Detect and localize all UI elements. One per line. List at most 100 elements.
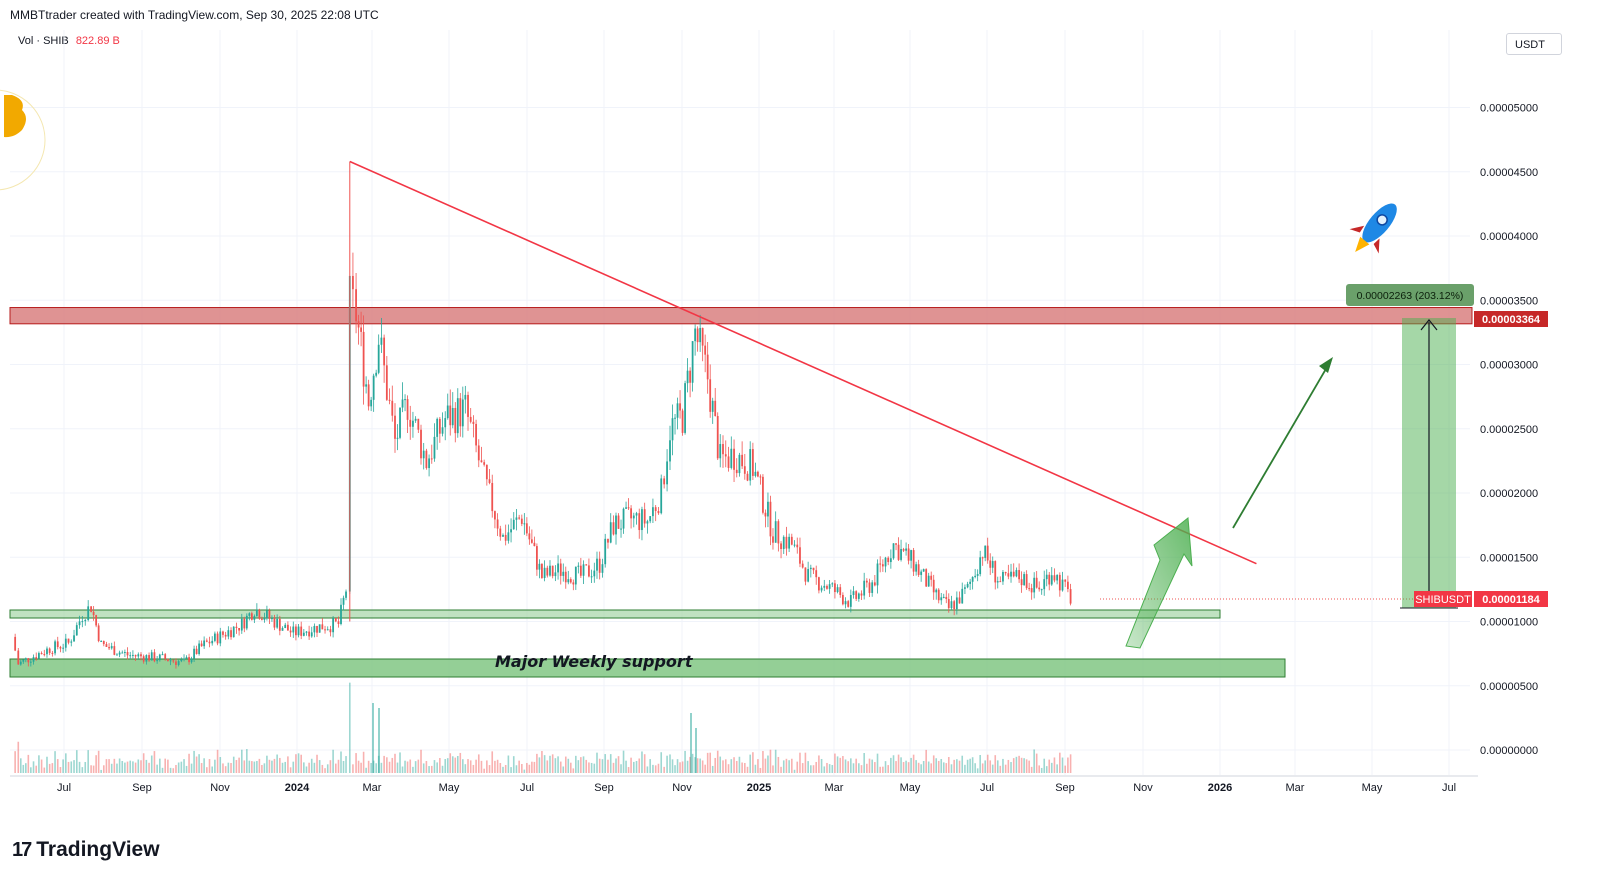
volume-bar (945, 763, 948, 773)
candle-body (1035, 577, 1038, 588)
volume-bar (313, 762, 316, 773)
volume-bar (793, 769, 796, 773)
volume-bar (425, 760, 428, 773)
candle-body (930, 575, 933, 580)
candle-body (461, 399, 464, 427)
candle-body (1020, 579, 1023, 586)
candle-body (469, 416, 472, 422)
volume-bar (263, 763, 266, 773)
candle-body (436, 418, 439, 437)
candle-body (243, 618, 246, 629)
candle-body (367, 384, 370, 407)
candle-body (900, 548, 902, 560)
candle-body (464, 394, 467, 400)
candle-body (953, 601, 956, 610)
volume-bar (764, 758, 767, 773)
volume-bar (554, 758, 557, 773)
volume-bar (362, 751, 365, 773)
resistance-zone (9, 307, 1473, 325)
volume-bar (937, 760, 940, 773)
candle-body (915, 564, 918, 572)
candle-body (161, 654, 164, 656)
candle-body (730, 448, 733, 468)
candle-body (1002, 571, 1004, 582)
candle-body (360, 327, 362, 332)
candle-body (385, 365, 388, 400)
volume-bar (499, 762, 502, 773)
brand-name: TradingView (36, 838, 160, 861)
volume-bar (281, 762, 284, 773)
volume-bar (543, 755, 546, 773)
candle-body (313, 625, 316, 633)
volume-bar (834, 753, 836, 773)
volume-bar (441, 765, 444, 773)
candle-body (777, 521, 780, 544)
target-price-tag (1474, 311, 1548, 327)
candle-body (95, 615, 98, 626)
candle-body (84, 619, 87, 622)
volume-bar (1007, 759, 1010, 773)
candle-body (694, 328, 697, 342)
candle-body (1053, 575, 1056, 581)
volume-bar (380, 762, 383, 773)
candle-body (535, 546, 538, 570)
candle-body (751, 449, 754, 476)
candle-body (855, 591, 858, 599)
volume-bar (454, 757, 457, 773)
volume-bar (116, 763, 118, 773)
candle-body (895, 543, 897, 545)
volume-bar (126, 761, 129, 773)
volume-bar (777, 756, 780, 773)
candle-body (541, 563, 543, 578)
candle-body (907, 548, 910, 561)
candle-body (417, 418, 420, 430)
candle-body (148, 655, 150, 661)
candle-body (515, 517, 518, 520)
target-arrow-head (1319, 357, 1333, 373)
candle-body (612, 522, 615, 535)
measure-label: 0.00002263 (203.12%) (1357, 290, 1464, 302)
candle-body (27, 658, 30, 663)
candle-body (887, 557, 890, 563)
volume-bar (70, 761, 73, 773)
volume-bar (81, 767, 84, 773)
volume-bar (87, 750, 89, 773)
candle-body (917, 564, 920, 575)
volume-bar (999, 765, 1002, 773)
candle-body (950, 601, 953, 609)
current-price-tag (1474, 591, 1548, 607)
volume-bar (971, 757, 974, 773)
volume-bar (738, 756, 741, 773)
volume-bar (97, 750, 100, 773)
currency-selector[interactable]: USDT (1506, 33, 1562, 55)
time-tick: Mar (1286, 782, 1305, 794)
tradingview-logo[interactable]: 17 TradingView (12, 838, 160, 862)
candle-body (123, 652, 126, 654)
volume-bar (892, 755, 895, 773)
time-tick: Nov (672, 782, 692, 794)
volume-bar (646, 766, 649, 773)
volume-bar (46, 756, 48, 773)
volume-bar (551, 754, 554, 773)
volume-bar (966, 759, 969, 773)
candle-body (190, 658, 193, 663)
price-tick: 0.00002000 (1480, 488, 1538, 500)
volume-bar (102, 765, 105, 773)
candle-body (689, 370, 691, 383)
current-price-label: 0.00001184 (1482, 594, 1540, 606)
candle-body (227, 630, 230, 637)
volume-bar (271, 760, 273, 773)
candle-body (590, 576, 593, 578)
volume-bar (276, 754, 278, 773)
candle-body (823, 585, 826, 588)
candle-body (224, 634, 227, 637)
volume-bar (820, 758, 823, 773)
volume-bar (752, 752, 754, 773)
time-tick: Jul (980, 782, 994, 794)
candle-body (551, 565, 554, 577)
time-tick: 2026 (1208, 782, 1232, 794)
candle-body (446, 405, 449, 419)
volume-bar (483, 768, 485, 773)
candle-body (1028, 588, 1031, 590)
